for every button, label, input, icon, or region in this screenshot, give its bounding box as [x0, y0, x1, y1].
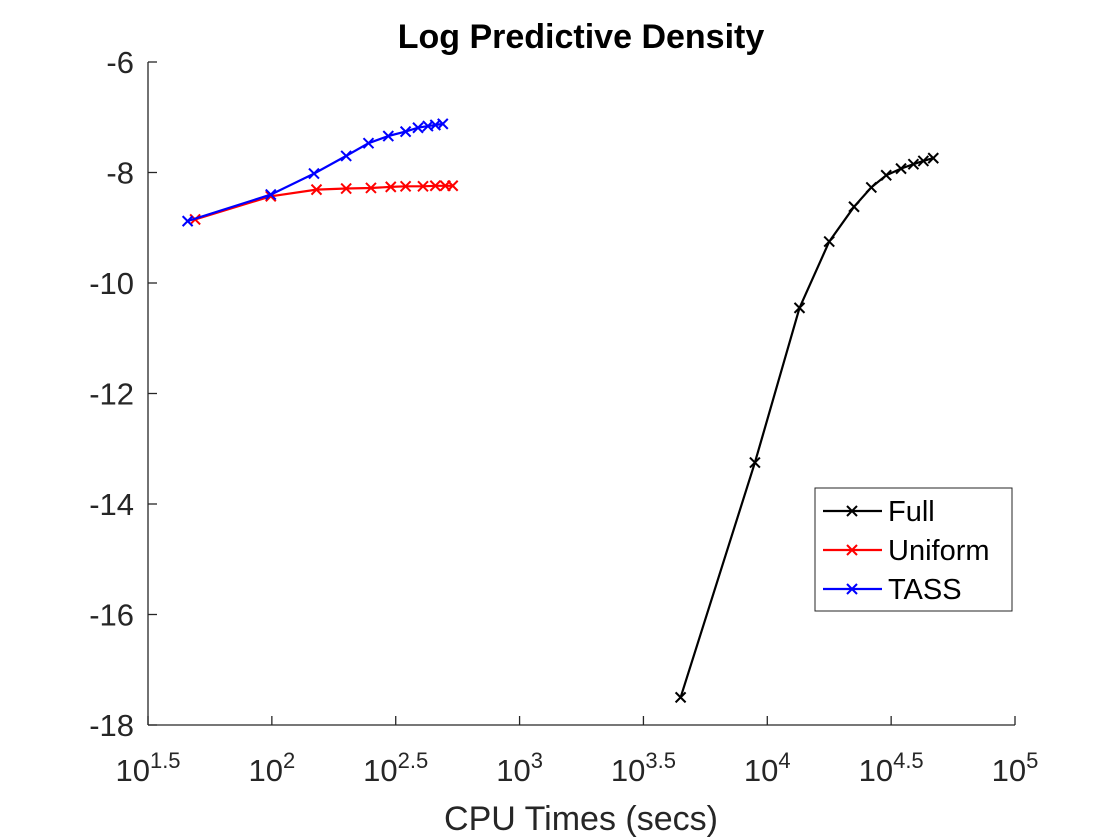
data-point-tass: [437, 118, 449, 130]
series-uniform: [189, 180, 459, 226]
data-point-uniform: [310, 183, 323, 196]
data-point-full: [917, 155, 930, 167]
legend-label-uniform: Uniform: [888, 535, 990, 567]
data-point-tass: [362, 137, 375, 149]
x-tick-label: 102.5: [363, 748, 428, 788]
x-tick-label: 104: [744, 748, 791, 788]
data-point-tass: [340, 150, 352, 162]
chart-title: Log Predictive Density: [398, 18, 765, 56]
data-point-full: [927, 152, 939, 164]
x-tick-label: 105: [992, 748, 1039, 788]
data-point-tass: [412, 122, 424, 134]
series-full: [674, 152, 939, 704]
data-point-uniform: [417, 180, 429, 193]
data-point-full: [793, 302, 806, 314]
data-point-tass: [422, 120, 434, 132]
y-tick-label: -16: [89, 598, 134, 633]
data-point-tass: [181, 215, 194, 227]
data-point-tass: [265, 188, 277, 201]
data-point-full: [674, 691, 687, 704]
y-tick-label: -8: [106, 156, 134, 191]
series-line-uniform: [194, 184, 453, 221]
x-axis-ticks: 101.5 102 102.5 103 103.5 104 104.5 105: [115, 716, 1038, 788]
data-point-full: [880, 169, 892, 181]
data-point-full: [749, 456, 761, 469]
data-point-tass: [382, 130, 394, 142]
x-axis-label: CPU Times (secs): [444, 800, 718, 838]
data-point-tass: [399, 125, 412, 138]
legend: Full Uniform TASS: [814, 487, 1013, 612]
data-point-uniform: [385, 181, 397, 193]
x-tick-label: 103: [496, 748, 543, 788]
data-point-full: [865, 181, 878, 194]
legend-label-tass: TASS: [888, 574, 962, 606]
data-point-uniform: [340, 182, 352, 195]
data-point-uniform: [365, 182, 377, 194]
y-tick-label: -12: [89, 377, 134, 412]
y-tick-label: -14: [89, 487, 134, 522]
legend-marker-full: [846, 505, 858, 517]
x-tick-label: 103.5: [611, 748, 676, 788]
data-point-full: [907, 158, 920, 170]
data-point-uniform: [446, 180, 459, 192]
x-tick-label: 104.5: [859, 748, 924, 788]
series-line-full: [679, 157, 934, 698]
x-tick-label: 101.5: [115, 748, 180, 788]
y-axis-ticks: -6 -8 -10 -12 -14 -16 -18: [89, 45, 157, 743]
data-point-full: [848, 201, 860, 213]
data-point-tass: [308, 167, 320, 180]
series-tass: [181, 118, 449, 227]
data-point-uniform: [399, 180, 412, 193]
x-tick-label: 102: [248, 748, 295, 788]
legend-marker-uniform: [846, 544, 858, 556]
legend-marker-tass: [846, 583, 858, 595]
legend-label-full: Full: [888, 496, 935, 528]
data-point-full: [895, 162, 907, 175]
data-point-tass: [429, 119, 442, 131]
y-tick-label: -6: [106, 45, 134, 80]
y-tick-label: -10: [89, 266, 134, 301]
data-point-full: [823, 235, 835, 248]
y-tick-label: -18: [89, 708, 134, 743]
series-layer: [181, 118, 939, 704]
plot-area: [147, 62, 1015, 726]
data-point-uniform: [429, 180, 442, 192]
